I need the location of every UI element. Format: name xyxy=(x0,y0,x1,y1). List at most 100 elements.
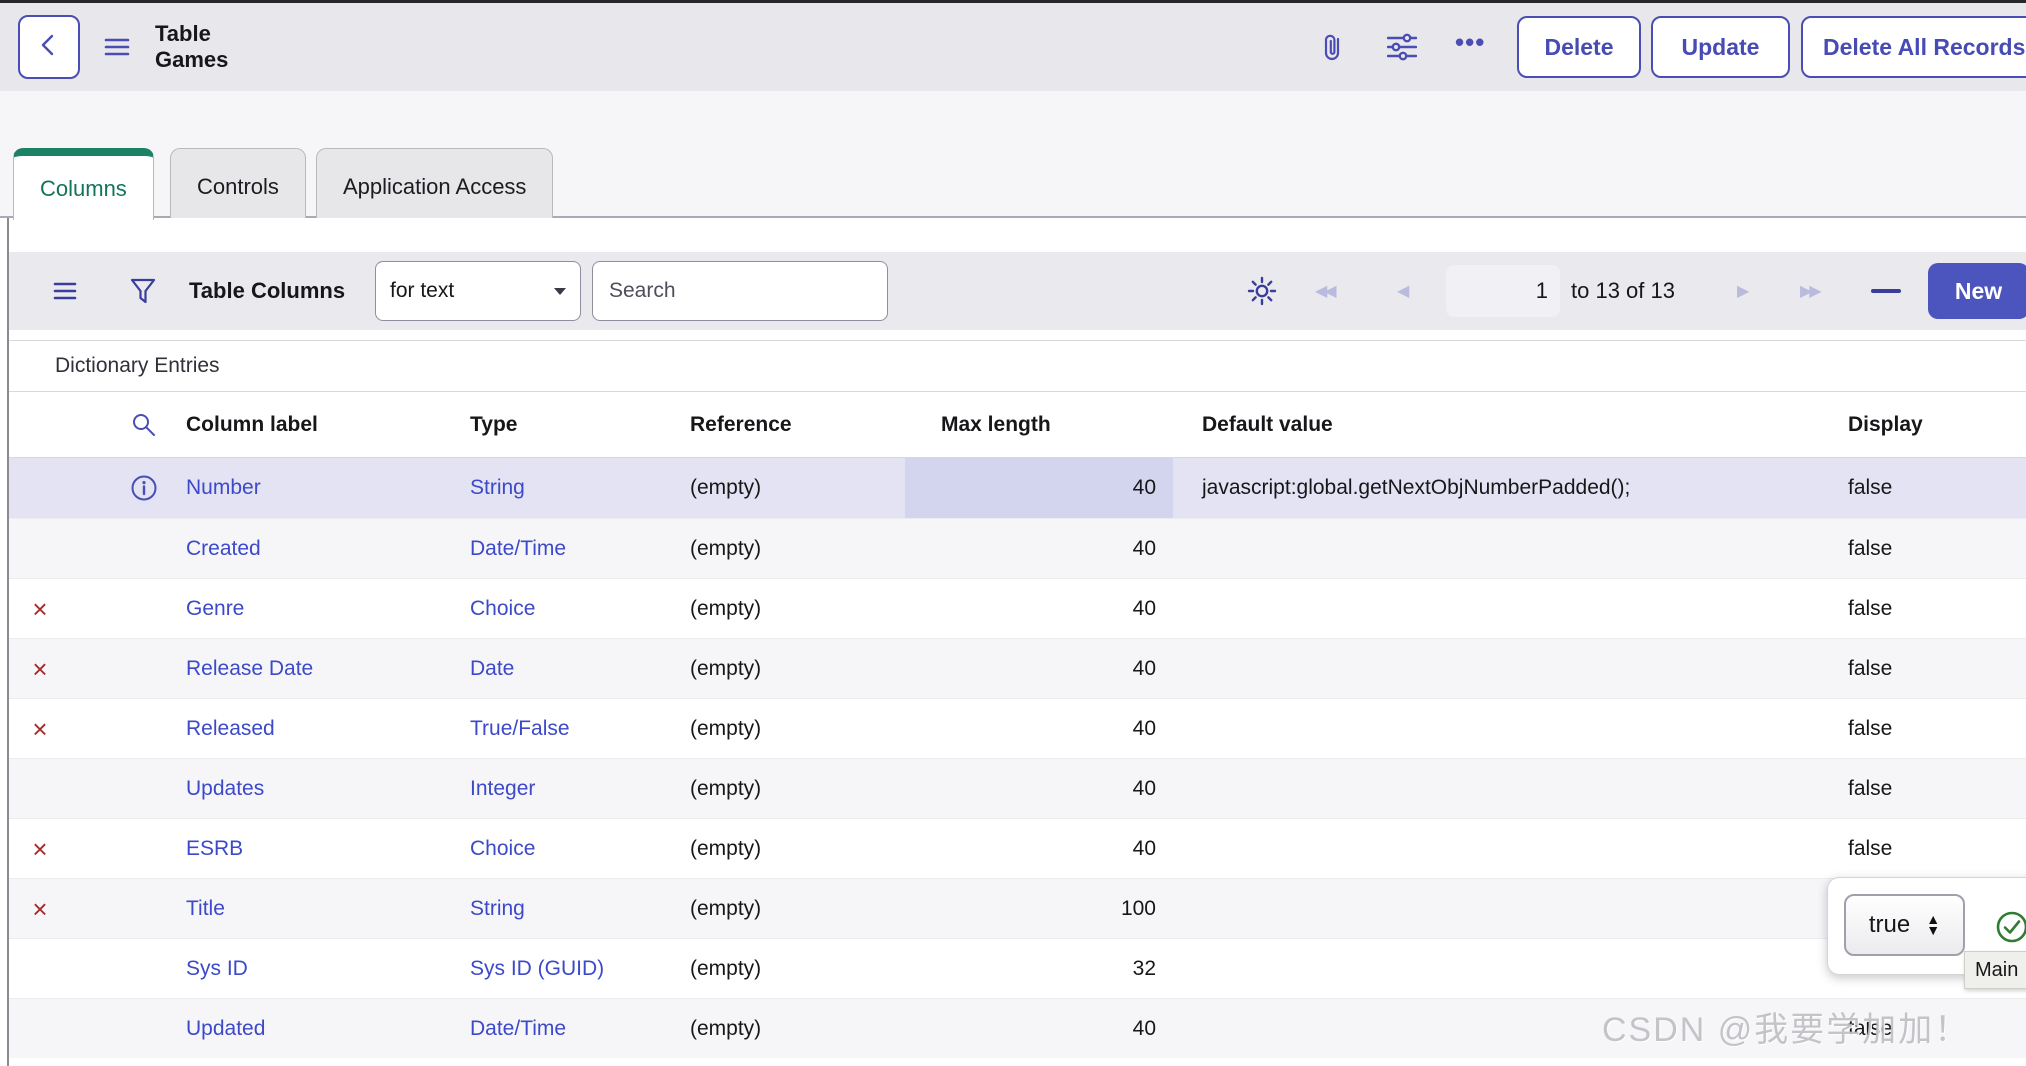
cell-column-label-link[interactable]: Sys ID xyxy=(186,956,248,980)
delete-row-icon[interactable]: × xyxy=(32,893,48,924)
cell-max-length: 40 xyxy=(1132,536,1156,560)
cell-type-link[interactable]: Choice xyxy=(470,836,536,860)
list-title: Table Columns xyxy=(189,278,346,303)
cell-column-label-link[interactable]: Created xyxy=(186,536,261,560)
last-page-icon[interactable]: ▶▶ xyxy=(1800,283,1822,300)
cell-type: Date xyxy=(462,657,682,681)
cell-type: Date/Time xyxy=(462,1017,682,1041)
cell-column-label: ESRB xyxy=(180,837,462,861)
tab-strip-divider xyxy=(0,216,2026,218)
table-row: Created Date/Time (empty) 40 false xyxy=(9,518,2026,578)
delete-all-records-button[interactable]: Delete All Records xyxy=(1801,16,2026,78)
display-value-stepper[interactable]: true ▲ ▼ xyxy=(1844,894,1965,956)
cell-display: false xyxy=(1848,476,1893,499)
cell-reference: (empty) xyxy=(690,596,762,620)
page-number-input[interactable]: 1 xyxy=(1446,265,1560,317)
cell-reference: (empty) xyxy=(690,536,762,560)
header-type[interactable]: Type xyxy=(470,412,518,436)
collapse-list-minus-icon[interactable] xyxy=(1871,289,1901,293)
cell-type-link[interactable]: True/False xyxy=(470,716,570,740)
cell-reference: (empty) xyxy=(690,656,762,680)
cell-column-label: Genre xyxy=(180,597,462,621)
cell-reference: (empty) xyxy=(690,776,762,800)
chevron-down-icon xyxy=(554,287,566,295)
cell-reference: (empty) xyxy=(690,716,762,740)
cell-column-label-link[interactable]: Released xyxy=(186,716,275,740)
frame-left-border xyxy=(7,218,9,1066)
tab-columns[interactable]: Columns xyxy=(13,148,154,220)
cell-column-label: Release Date xyxy=(180,657,462,681)
cell-column-label-link[interactable]: Number xyxy=(186,476,261,499)
cell-max-length: 40 xyxy=(1132,596,1156,620)
cell-column-label-link[interactable]: ESRB xyxy=(186,836,244,860)
delete-button[interactable]: Delete xyxy=(1517,16,1641,78)
table-row: Updated Date/Time (empty) 40 false xyxy=(9,998,2026,1058)
cell-column-label-link[interactable]: Updates xyxy=(186,776,265,800)
delete-row-icon[interactable]: × xyxy=(32,833,48,864)
filter-funnel-icon[interactable] xyxy=(129,252,157,330)
cell-column-label: Title xyxy=(180,897,462,921)
cell-display: false xyxy=(1848,536,1893,560)
cell-display: false xyxy=(1848,596,1893,620)
back-button[interactable] xyxy=(18,15,80,79)
cell-column-label-link[interactable]: Genre xyxy=(186,596,245,620)
cell-display: false xyxy=(1848,776,1893,800)
record-header: Table Games ••• Delete Update Delete All… xyxy=(0,3,2026,92)
tab-application-access[interactable]: Application Access xyxy=(316,148,554,218)
list-controls-menu-icon[interactable] xyxy=(53,252,77,330)
cell-display: false xyxy=(1848,1016,1893,1040)
cell-max-length: 100 xyxy=(1120,896,1156,920)
stepper-arrows-icon[interactable]: ▲ ▼ xyxy=(1926,911,1941,938)
cell-column-label: Number xyxy=(180,476,462,500)
delete-row-icon[interactable]: × xyxy=(32,713,48,744)
table-row: × Released True/False (empty) 40 false xyxy=(9,698,2026,758)
cell-max-length: 40 xyxy=(1132,836,1156,860)
cell-type-link[interactable]: Date xyxy=(470,656,515,680)
search-input[interactable] xyxy=(592,261,888,321)
next-page-icon[interactable]: ▶ xyxy=(1737,283,1750,300)
cell-column-label: Released xyxy=(180,717,462,741)
cell-column-label-link[interactable]: Updated xyxy=(186,1016,266,1040)
header-reference[interactable]: Reference xyxy=(690,412,792,436)
cell-column-label: Updated xyxy=(180,1017,462,1041)
cell-type: Sys ID (GUID) xyxy=(462,957,682,981)
header-max-length[interactable]: Max length xyxy=(941,412,1051,436)
gear-icon[interactable] xyxy=(1247,252,1277,330)
update-button[interactable]: Update xyxy=(1651,16,1790,78)
cell-type-link[interactable]: Integer xyxy=(470,776,536,800)
cell-type-link[interactable]: String xyxy=(470,896,525,920)
cell-max-length[interactable]: 40 xyxy=(905,458,1173,518)
list-toolbar: Table Columns for text ◀◀ ◀ 1 to 13 of 1… xyxy=(9,252,2026,330)
personalize-sliders-icon[interactable] xyxy=(1386,33,1418,66)
cell-type-link[interactable]: Date/Time xyxy=(470,536,567,560)
cell-column-label-link[interactable]: Title xyxy=(186,896,225,920)
search-field-select[interactable]: for text xyxy=(375,261,581,321)
header-column-label[interactable]: Column label xyxy=(186,412,318,436)
first-page-icon[interactable]: ◀◀ xyxy=(1315,283,1337,300)
info-icon[interactable] xyxy=(115,474,173,502)
new-button[interactable]: New xyxy=(1928,263,2026,319)
confirm-check-icon[interactable] xyxy=(1995,910,2026,949)
tab-controls[interactable]: Controls xyxy=(170,148,306,218)
header-default-value[interactable]: Default value xyxy=(1202,412,1333,436)
table-row: Updates Integer (empty) 40 false xyxy=(9,758,2026,818)
section-row: Dictionary Entries xyxy=(9,340,2026,392)
cell-type-link[interactable]: Choice xyxy=(470,596,536,620)
page-title: Table Games xyxy=(155,21,229,72)
cell-type-link[interactable]: Sys ID (GUID) xyxy=(470,956,605,980)
cell-type-link[interactable]: String xyxy=(470,476,525,499)
table-header-row: Column label Type Reference Max length D… xyxy=(9,392,2026,458)
delete-row-icon[interactable]: × xyxy=(32,653,48,684)
cell-type-link[interactable]: Date/Time xyxy=(470,1016,567,1040)
pagination-range-text: to 13 of 13 xyxy=(1571,278,1675,303)
cell-max-length: 40 xyxy=(1132,1016,1156,1040)
more-actions-icon[interactable]: ••• xyxy=(1455,27,1486,57)
cell-type: Integer xyxy=(462,777,682,801)
cell-column-label-link[interactable]: Release Date xyxy=(186,656,314,680)
attachment-paperclip-icon[interactable] xyxy=(1318,31,1346,68)
context-menu-icon[interactable] xyxy=(104,36,130,63)
column-search-icon[interactable] xyxy=(115,411,173,439)
header-display[interactable]: Display xyxy=(1848,412,1923,436)
previous-page-icon[interactable]: ◀ xyxy=(1397,283,1410,300)
delete-row-icon[interactable]: × xyxy=(32,593,48,624)
